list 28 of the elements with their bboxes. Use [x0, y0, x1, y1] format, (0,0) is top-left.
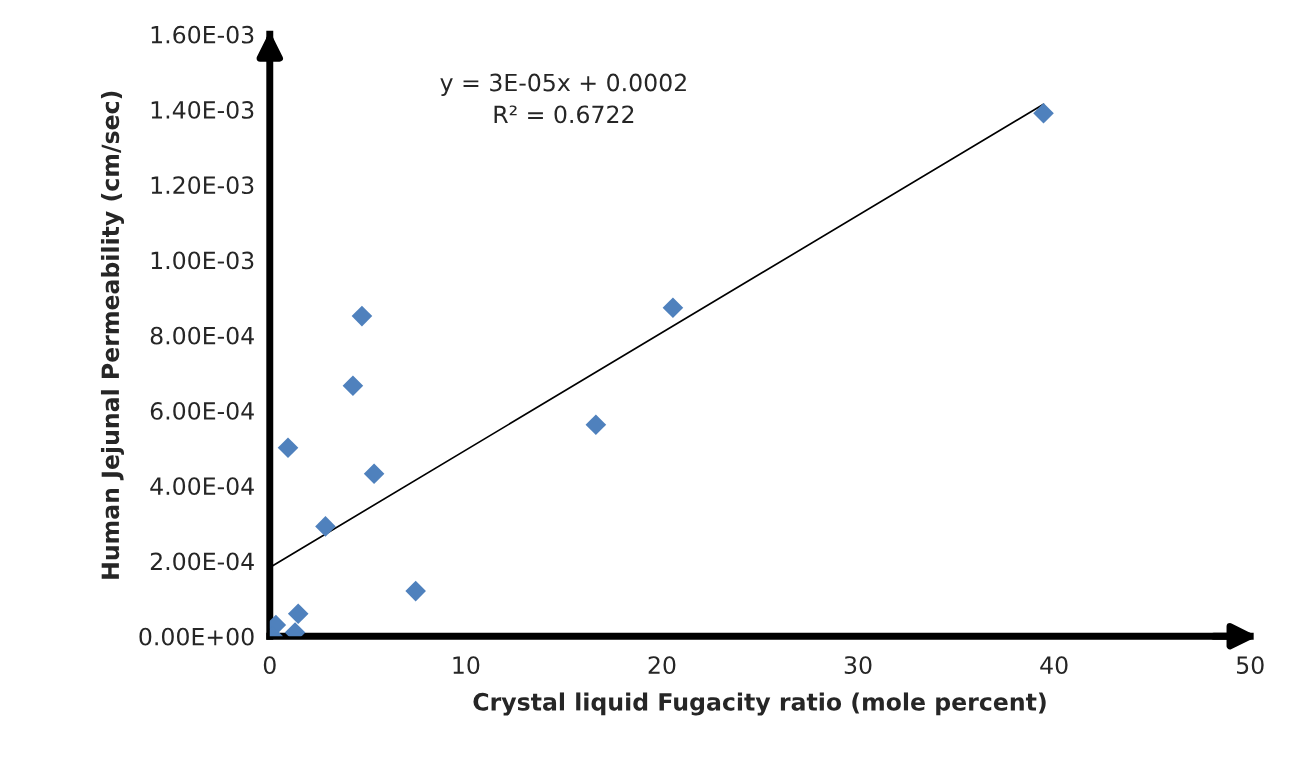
point: [351, 305, 373, 327]
y-tick-label: 1.20E-03: [151, 176, 254, 195]
x-tick-label: 10: [453, 656, 480, 674]
y-tick-label: 1.60E-03: [151, 25, 254, 44]
x-tick-label: 20: [648, 656, 676, 674]
x-tick-label: 40: [1040, 656, 1068, 674]
x-tick-label: 30: [844, 656, 872, 674]
point: [363, 463, 385, 485]
point: [277, 437, 299, 459]
point: [1033, 103, 1054, 124]
y-tick-label: 4.00E-04: [150, 477, 254, 496]
point: [662, 297, 684, 319]
y-axis-title: Human Jejunal Permeability (cm/sec): [100, 91, 124, 579]
y-tick-label: 1.40E-03: [151, 100, 254, 119]
y-tick-label: 0.00E+00: [139, 627, 254, 646]
x-axis-title: Crystal liquid Fugacity ratio (mole percent): [473, 692, 1046, 716]
point: [315, 516, 336, 537]
point: [287, 603, 309, 624]
x-tick-label: 0: [263, 656, 276, 674]
y-tick-label: 1.00E-03: [151, 251, 254, 270]
point: [405, 580, 426, 602]
annotation: y = 3E-05x + 0.0002 R² = 0.6722: [440, 73, 686, 124]
y-tick-label: 8.00E-04: [150, 326, 254, 345]
x-tick-label: 50: [1237, 656, 1264, 674]
y-tick-label: 6.00E-04: [150, 401, 254, 420]
y-tick-label: 2.00E-04: [150, 552, 254, 571]
point: [585, 414, 607, 436]
point: [342, 375, 364, 396]
